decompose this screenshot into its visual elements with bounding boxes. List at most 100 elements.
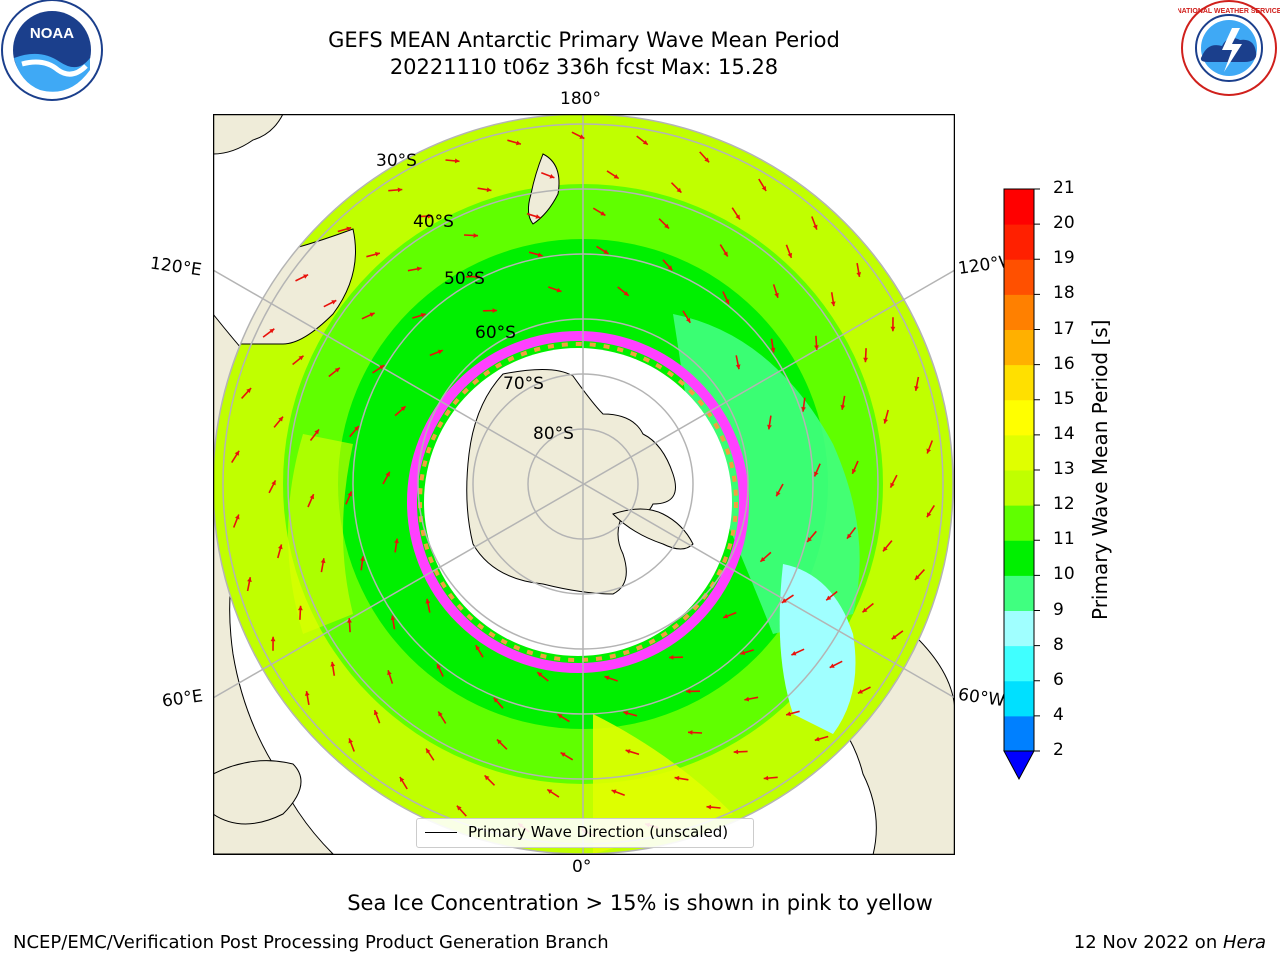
wave-arrow-head	[426, 748, 431, 754]
wave-arrow-head	[664, 223, 669, 229]
colorbar-tick-label: 2	[1053, 740, 1064, 760]
wave-arrow-head	[735, 364, 741, 370]
colorbar-tick-label: 6	[1053, 669, 1064, 690]
wave-arrow-head	[278, 416, 283, 422]
lon-label-bottom: 0°	[572, 857, 592, 877]
wave-arrow-head	[840, 404, 846, 410]
wave-arrow-head	[891, 634, 897, 640]
colorbar-tick-label: 12	[1053, 494, 1075, 515]
colorbar-bin	[1004, 224, 1034, 260]
caption: Sea Ice Concentration > 15% is shown in …	[347, 891, 933, 915]
wave-arrow-head	[334, 367, 340, 373]
wave-arrow-head	[473, 233, 478, 238]
wave-arrow-head	[733, 749, 739, 755]
wave-arrow-head	[454, 158, 460, 164]
wave-arrow-head	[475, 645, 480, 651]
wave-arrow-head	[723, 613, 729, 619]
wave-arrow-head	[369, 312, 375, 317]
wave-arrow-head	[814, 471, 819, 477]
chart-subtitle: 20221110 t06z 336h fcst Max: 15.28	[389, 55, 779, 79]
chart-title: GEFS MEAN Antarctic Primary Wave Mean Pe…	[328, 28, 840, 52]
colorbar-tick-label: 13	[1053, 459, 1075, 479]
wave-arrow-head	[856, 272, 862, 277]
wave-arrow-head	[600, 211, 606, 216]
wave-arrow-head	[420, 313, 426, 318]
colorbar-tick-label: 19	[1053, 248, 1075, 269]
wave-arrow-head	[914, 575, 920, 580]
colorbar-bin	[1004, 399, 1034, 436]
wave-arrow-head	[926, 512, 932, 518]
lon-label-lower-left: 60°E	[160, 686, 205, 712]
wave-arrow-head	[560, 752, 566, 757]
wave-arrow-head	[298, 605, 303, 611]
wave-arrow-head	[456, 805, 462, 811]
lon-label-upper-left: 120°E	[148, 253, 203, 281]
wave-arrow-head	[484, 775, 490, 781]
wave-arrow-head	[416, 266, 422, 272]
wave-arrow-head	[847, 533, 852, 539]
wave-arrow-head	[770, 347, 776, 353]
wave-arrow-head	[375, 251, 380, 257]
wave-arrow-head	[613, 174, 619, 179]
wave-arrow-head	[549, 174, 555, 179]
wave-arrow-head	[354, 426, 359, 431]
wave-arrow-head	[724, 299, 730, 305]
wave-arrow-head	[774, 292, 779, 298]
wave-arrow-head	[813, 224, 818, 230]
wave-arrow-head	[425, 598, 431, 604]
colorbar-bin	[1004, 364, 1034, 401]
footer-date-text: 12 Nov 2022 on	[1073, 932, 1223, 953]
wave-direction-arrows	[231, 131, 935, 837]
colorbar-bin	[1004, 189, 1034, 225]
wave-arrow-head	[399, 777, 405, 782]
wave-arrow-head	[347, 618, 352, 623]
colorbar-bin	[1004, 610, 1034, 647]
legend-label: Primary Wave Direction (unscaled)	[468, 823, 729, 841]
wave-arrow-head	[247, 577, 252, 582]
wave-arrow-head	[304, 691, 310, 696]
wave-arrow-head	[760, 557, 766, 562]
footer-host: Hera	[1222, 932, 1266, 953]
wave-arrow-head	[438, 711, 443, 717]
wave-arrow-head	[852, 468, 857, 474]
wave-arrow-head	[826, 595, 832, 601]
wave-arrow-head	[320, 558, 326, 564]
polar-map	[213, 114, 955, 855]
colorbar-tick-label: 15	[1053, 388, 1075, 409]
wave-arrow-head	[926, 448, 931, 454]
lat-label-50s: 50°S	[444, 269, 485, 289]
wave-arrow-head	[303, 274, 309, 279]
wave-arrow-head	[346, 226, 352, 232]
colorbar-tick-label: 16	[1053, 353, 1075, 374]
nws-logo: NATIONAL WEATHER SERVICE	[1178, 0, 1280, 96]
colorbar-label: Primary Wave Mean Period [s]	[1088, 319, 1112, 621]
lat-label-60s: 60°S	[475, 323, 516, 343]
lat-label-40s: 40°S	[413, 212, 454, 232]
colorbar-tick-label: 4	[1053, 704, 1064, 725]
wave-arrow-head	[767, 424, 772, 430]
wave-arrow-head	[330, 661, 336, 667]
wave-arrow-head	[400, 406, 406, 411]
colorbar-bin	[1004, 505, 1034, 541]
wave-arrow-head	[623, 291, 629, 296]
footer-credit: NCEP/EMC/Verification Post Processing Pr…	[13, 932, 609, 953]
nws-ring-text: NATIONAL WEATHER SERVICE	[1178, 8, 1280, 15]
wave-arrow-head	[604, 675, 610, 681]
lat-label-30s: 30°S	[376, 151, 417, 171]
wave-arrow-head	[557, 714, 563, 719]
wave-arrow-head	[830, 301, 836, 307]
wave-arrow-head	[857, 689, 863, 694]
colorbar-tick-label: 8	[1053, 634, 1064, 655]
lat-label-70s: 70°S	[503, 374, 544, 394]
wave-arrow-head	[537, 672, 543, 677]
noaa-logo-text: NOAA	[30, 25, 74, 42]
wave-arrow-head	[437, 349, 443, 355]
wave-arrow-head	[246, 388, 252, 393]
wave-arrow-head	[674, 775, 680, 781]
wave-arrow-head	[547, 789, 553, 794]
colorbar	[1003, 188, 1040, 781]
wave-arrow-head	[814, 736, 820, 742]
legend-line-swatch	[425, 832, 457, 833]
wave-arrow-head	[667, 265, 673, 271]
colorbar-bin	[1004, 259, 1034, 295]
